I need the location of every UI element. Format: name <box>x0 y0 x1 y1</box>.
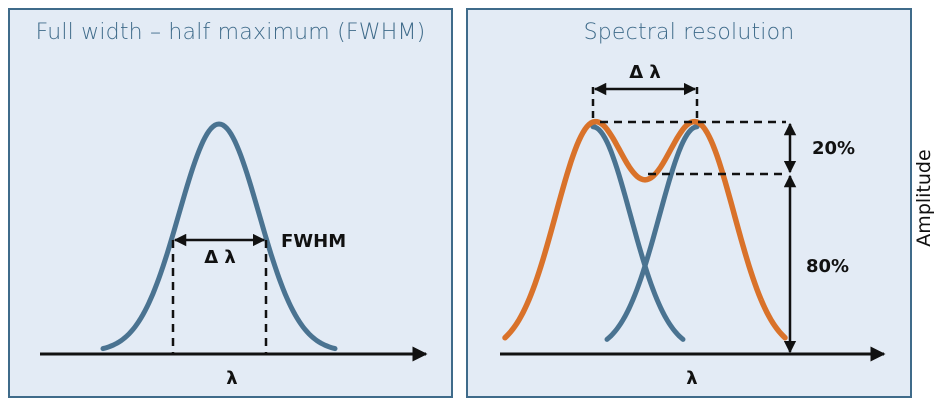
fwhm-label: FWHM <box>281 231 346 252</box>
fwhm-width-label: Δ λ <box>204 247 236 268</box>
sum-curve <box>502 118 788 341</box>
fwhm-panel: Full width – half maximum (FWHM) <box>8 8 453 398</box>
spectral-resolution-panel-title: Spectral resolution <box>583 20 795 45</box>
dip-depth-label: 20% <box>812 138 855 159</box>
fwhm-panel-title: Full width – half maximum (FWHM) <box>35 20 426 45</box>
dip-height-label: 80% <box>806 256 849 277</box>
gaussian-curve <box>100 121 338 352</box>
component-curve-right <box>604 124 700 342</box>
left-axis-label: λ <box>226 368 237 389</box>
peak-separation-label: Δ λ <box>629 62 661 83</box>
amplitude-axis-label: Amplitude <box>913 149 935 247</box>
component-curve-left <box>590 124 686 342</box>
right-axis-label: λ <box>686 368 697 389</box>
